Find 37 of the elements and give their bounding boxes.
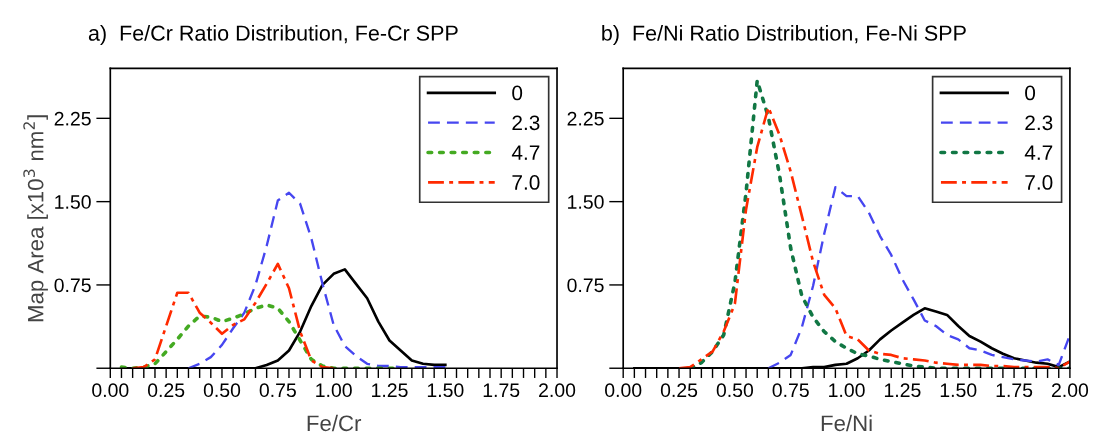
legend-label: 4.7 — [1024, 145, 1053, 160]
chart-title: a) Fe/Cr Ratio Distribution, Fe-Cr SPP — [88, 24, 458, 46]
x-tick-label: 0.50 — [203, 383, 241, 398]
y-tick-label: 0.75 — [54, 278, 91, 293]
legend-label: 0 — [512, 85, 523, 101]
x-tick-label: 1.50 — [940, 383, 977, 398]
legend-label: 2.3 — [1025, 115, 1053, 131]
x-tick-label: 2.00 — [1051, 383, 1089, 398]
legend-label: 2.3 — [512, 115, 540, 131]
x-tick-label: 0.75 — [259, 383, 296, 398]
x-tick-label: 0.00 — [92, 383, 129, 398]
x-tick-label: 1.00 — [829, 383, 865, 398]
x-tick-label: 0.25 — [147, 383, 185, 398]
y-axis-title: Map Area [x10$^{3}$ nm$^{2}$] — [23, 115, 48, 322]
x-tick-label: 0.50 — [716, 383, 754, 398]
x-tick-label: 1.00 — [316, 383, 352, 398]
chart-title: b) Fe/Ni Ratio Distribution, Fe-Ni SPP — [602, 24, 966, 46]
x-tick-label: 0.00 — [605, 383, 642, 398]
x-tick-label: 2.00 — [539, 383, 576, 398]
y-tick-label: 2.25 — [54, 111, 91, 126]
legend-label: 7.0 — [1025, 175, 1053, 190]
legend-label: 0 — [1025, 85, 1036, 101]
y-tick-label: 2.25 — [567, 111, 604, 126]
y-tick-label: 1.50 — [55, 195, 91, 209]
y-tick-label: 1.50 — [568, 195, 604, 209]
x-tick-label: 1.25 — [372, 383, 408, 398]
legend-label: 4.7 — [511, 145, 540, 160]
x-axis-title: Fe/Ni — [821, 414, 872, 432]
x-axis-title: Fe/Cr — [307, 414, 362, 432]
x-tick-label: 1.75 — [483, 383, 520, 398]
legend-label: 7.0 — [512, 175, 540, 190]
x-tick-label: 1.50 — [427, 383, 464, 398]
y-tick-label: 0.75 — [567, 278, 604, 293]
x-tick-label: 0.25 — [660, 383, 698, 398]
x-tick-label: 1.75 — [996, 383, 1033, 398]
x-tick-label: 0.75 — [772, 383, 809, 398]
x-tick-label: 1.25 — [884, 383, 921, 398]
